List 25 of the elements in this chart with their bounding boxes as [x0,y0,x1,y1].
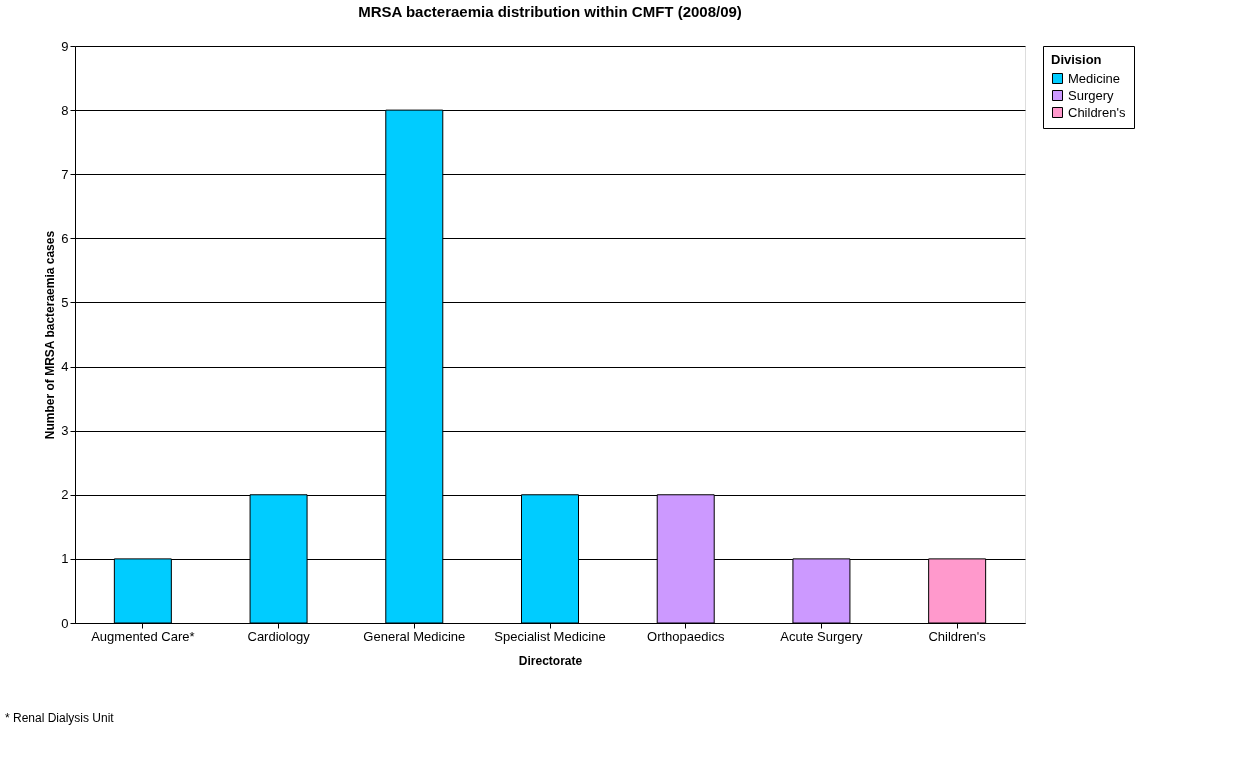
y-tick-label: 8 [61,102,69,118]
y-tick-label: 3 [61,423,69,439]
y-tick-label: 7 [61,166,69,182]
y-tick-label: 4 [61,359,69,375]
x-axis-title: Directorate [518,653,583,668]
x-tick-label: Cardiology [247,628,311,644]
y-tick-label: 9 [61,38,69,54]
text: * Renal Dialysis Unit [5,711,115,725]
x-tick-label: Acute Surgery [780,628,864,644]
legend-label: Surgery [1068,87,1115,103]
y-tick-label: 1 [61,551,69,567]
x-tick-label: Orthopaedics [647,628,725,644]
legend-label: Medicine [1068,70,1121,86]
x-tick-label: Children's [928,628,987,644]
y-axis-title: Number of MRSA bacteraemia cases [43,230,58,440]
y-tick-label: 5 [61,294,69,310]
legend-label: Children's [1068,104,1126,120]
x-tick-label: Augmented Care* [91,628,195,644]
y-tick-label: 2 [61,487,69,503]
x-tick-label: Specialist Medicine [494,628,606,644]
x-tick-label: General Medicine [363,628,466,644]
y-tick-label: 0 [61,615,69,631]
y-tick-label: 6 [61,230,69,246]
legend-title: Division [1051,52,1102,67]
chart-title: MRSA bacteraemia distribution within CMFT (2008/09) [358,3,742,20]
